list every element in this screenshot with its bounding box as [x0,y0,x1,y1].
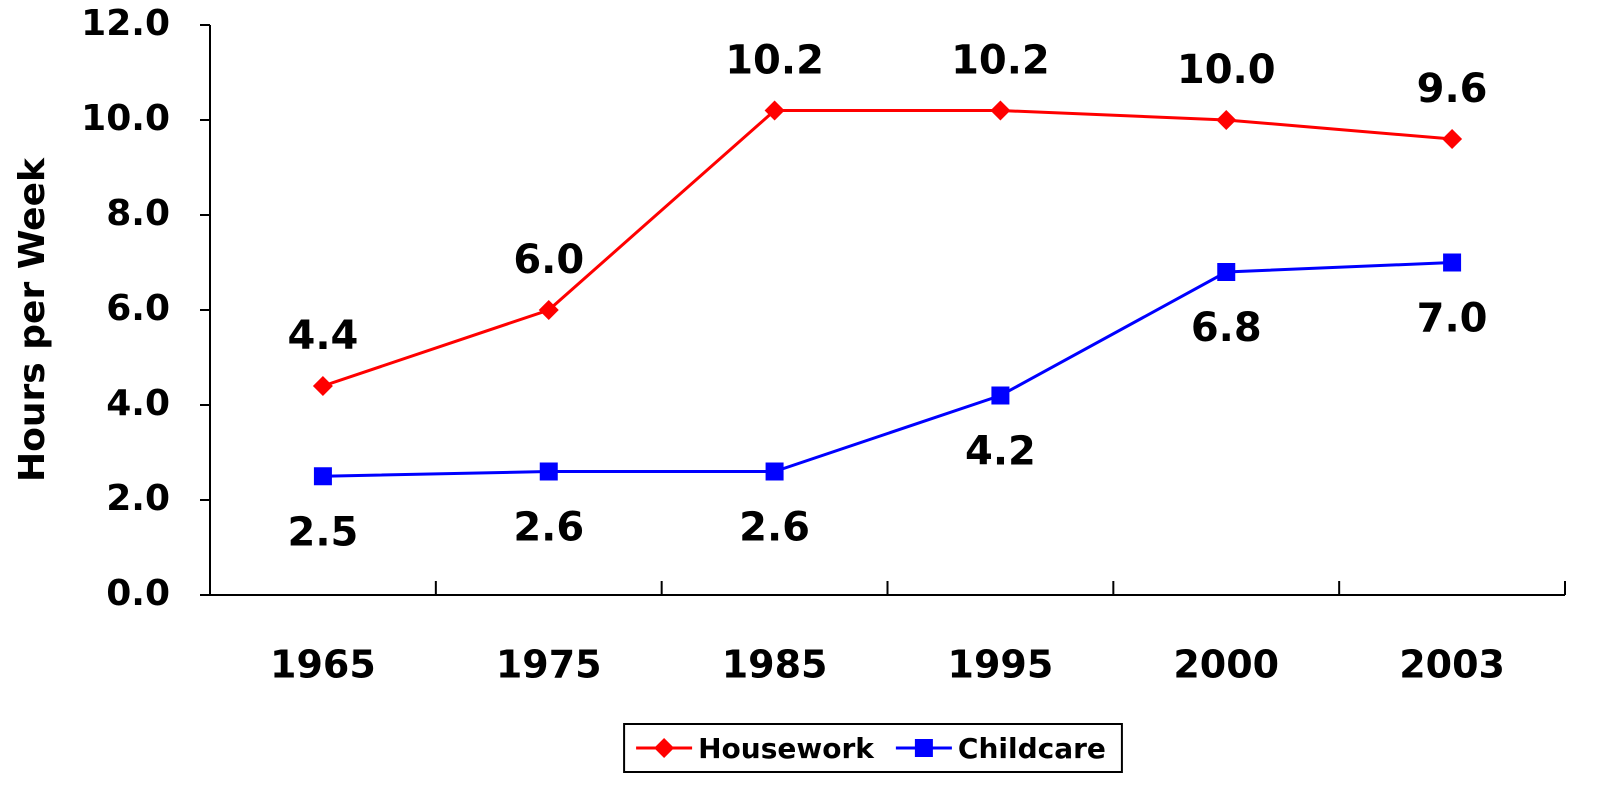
y-tick-label: 10.0 [81,98,170,139]
x-tick-label: 2003 [1399,643,1505,687]
data-label: 10.2 [725,38,824,84]
data-label: 4.2 [965,429,1036,475]
data-point [765,462,784,481]
data-point [1216,110,1237,130]
data-point [991,386,1010,405]
legend-marker [914,739,933,757]
y-tick-label: 6.0 [106,288,170,329]
y-tick-label: 2.0 [106,478,170,519]
data-label: 6.8 [1191,305,1262,351]
series-line [322,261,1453,478]
legend-label: Housework [698,732,875,765]
data-label: 4.4 [287,313,358,359]
x-tick-label: 2000 [1173,643,1279,687]
data-label: 10.2 [951,38,1050,84]
data-point [1217,263,1236,281]
data-label: 9.6 [1417,66,1488,112]
data-point [1442,129,1463,149]
legend-label: Childcare [958,732,1106,765]
legend-box [623,723,1123,773]
data-label: 2.6 [513,505,584,551]
legend-marker [654,738,675,758]
series-line [322,109,1453,388]
data-point [990,100,1011,121]
data-label: 7.0 [1417,296,1488,342]
x-tick-label: 1995 [948,643,1054,687]
x-tick-label: 1985 [722,643,828,687]
y-tick-label: 12.0 [81,3,170,44]
data-point [313,467,332,486]
data-point [539,462,558,481]
data-point [538,300,559,320]
y-axis-label: Hours per Week [12,157,53,482]
data-point [312,376,333,396]
x-tick-label: 1965 [270,643,376,687]
data-point [1443,253,1462,272]
data-label: 2.5 [287,509,358,555]
y-tick-label: 8.0 [106,193,170,234]
x-tick-label: 1975 [496,643,602,687]
data-label: 6.0 [513,237,584,283]
data-label: 10.0 [1177,47,1276,93]
y-tick-label: 0.0 [106,573,170,614]
data-point [764,100,785,121]
data-label: 2.6 [739,505,810,551]
legend: Housework Childcare [623,723,1123,773]
y-tick-label: 4.0 [106,383,170,424]
